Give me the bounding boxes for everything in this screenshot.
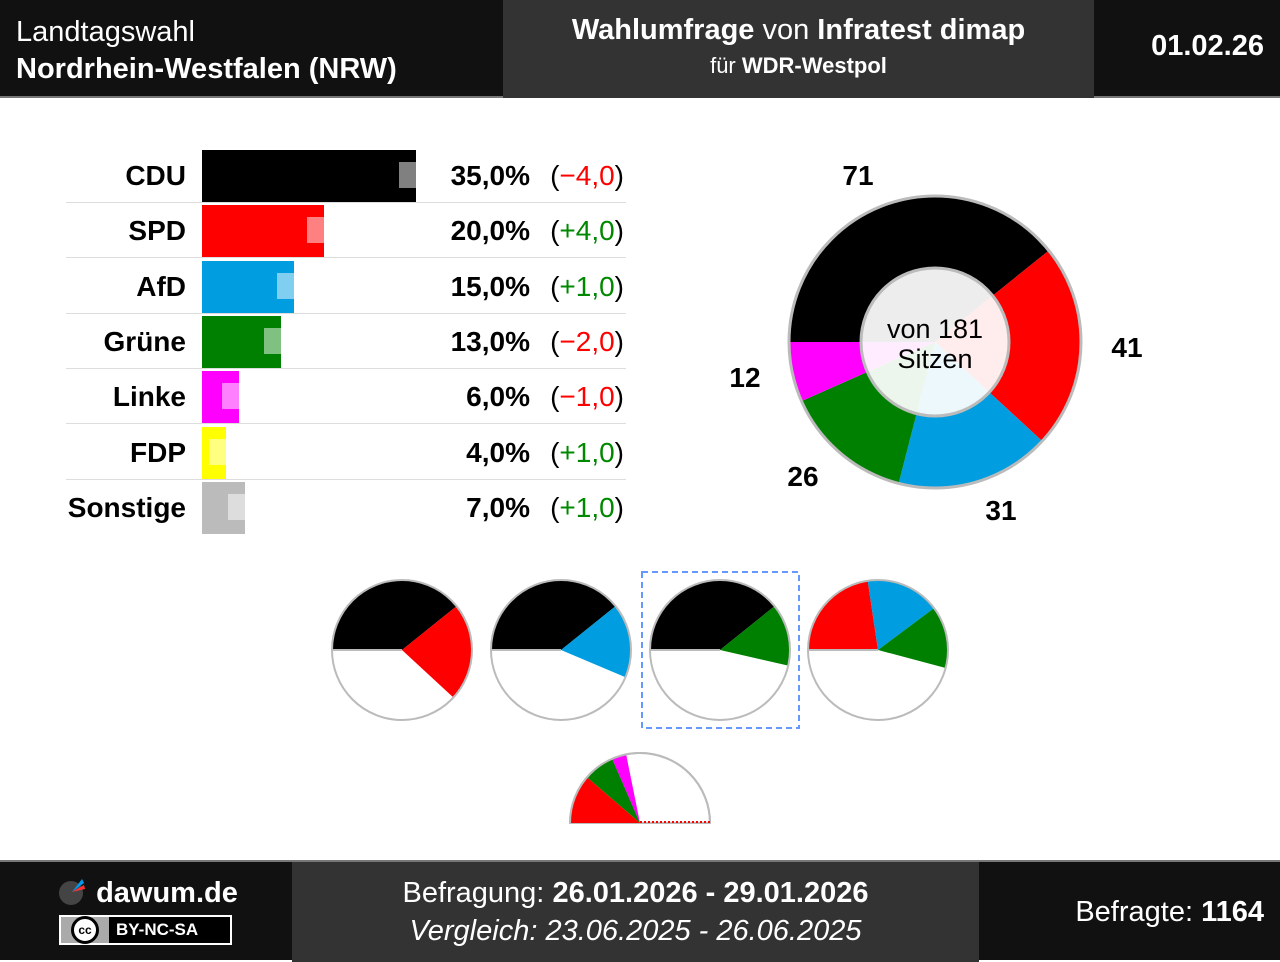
seat-label: 12 [729,362,760,393]
coalition-pie[interactable] [568,752,712,824]
previous-marker [221,383,256,410]
donut-outline [787,194,1083,490]
respondents: Befragte: 1164 [1075,896,1264,929]
license-text: BY-NC-SA [116,920,199,939]
seat-label: 71 [842,160,873,191]
change-label: (+1,0) [550,270,624,302]
previous-marker [264,327,299,354]
party-label: SPD [128,215,186,247]
coalition-pie[interactable] [650,580,790,720]
change-label: (−4,0) [550,160,624,191]
change-label: (+1,0) [550,436,624,468]
respondents-label: Befragte: [1075,896,1202,928]
seat-slice [789,196,1049,342]
pie-logo-icon [59,879,85,905]
compare-dates: Vergleich: 23.06.2025 - 26.06.2025 [409,915,862,947]
percent-label: 4,0% [466,436,530,468]
center-label: von 181 [887,314,983,344]
respondents-count: 1164 [1201,896,1264,928]
percent-label: 13,0% [450,325,530,357]
previous-marker [276,272,311,299]
coalition-slice [570,777,640,823]
coalition-slice [491,579,616,650]
client: WDR-Westpol [741,53,887,78]
poll-date: 01.02.26 [1151,30,1264,62]
bar-row: Linke 6,0% (−1,0) [66,369,626,425]
party-label: CDU [125,160,186,191]
survey-info: Befragung: 26.01.2026 - 29.01.2026 Vergl… [292,862,979,962]
party-label: Grüne [103,325,186,357]
change-label: (−1,0) [550,381,624,413]
seat-label: 41 [1111,332,1142,363]
party-label: Sonstige [67,491,186,523]
coalition-slice [878,608,949,669]
percent-label: 7,0% [466,491,530,523]
title-a: Wahlumfrage [571,14,755,46]
previous-marker [227,493,262,520]
coalition-slice [402,606,473,698]
bar-row: CDU 35,0% (−4,0) [66,148,626,203]
coalition-slice [720,606,791,666]
coalition-pie[interactable] [808,580,948,720]
poll-title: Wahlumfrage von Infratest dimap für WDR-… [503,0,1094,98]
election-title: Landtagswahl Nordrhein-Westfalen (NRW) [16,14,397,88]
coalition-slice [586,758,640,823]
cc-icon: cc [71,916,99,944]
coalition-slice [612,754,640,823]
election-type: Landtagswahl [16,16,195,48]
coalition-slice [867,580,935,650]
sub-a: für [710,53,742,78]
bar-row: AfD 15,0% (+1,0) [66,259,626,314]
coalition-outline [807,579,949,721]
region: Nordrhein-Westfalen (NRW) [16,53,397,85]
previous-marker [209,438,244,465]
survey-label: Befragung: [402,877,553,909]
bar-row: FDP 4,0% (+1,0) [66,425,626,480]
change-label: (+1,0) [550,491,624,523]
seat-slice [898,342,1043,488]
coalition-slice [332,580,457,650]
previous-marker [307,217,342,244]
party-label: Linke [112,381,186,413]
party-label: AfD [136,270,186,302]
coalition-outline [569,752,711,824]
percent-label: 15,0% [450,270,530,302]
bar [202,205,325,258]
donut-hole [859,266,1011,418]
bar-row: Sonstige 7,0% (+1,0) [66,480,626,535]
party-label: FDP [130,436,186,468]
seat-slice [789,342,935,402]
coalition-outline [490,579,632,721]
survey-dates: 26.01.2026 - 29.01.2026 [552,877,869,909]
center-label: Sitzen [897,344,972,374]
site-name: dawum.de [96,877,238,909]
seat-slice [801,342,935,484]
seat-label: 26 [787,461,818,492]
coalition-pie[interactable] [332,580,472,720]
previous-marker [398,162,433,188]
header: Landtagswahl Nordrhein-Westfalen (NRW) W… [0,0,1280,98]
institute: Infratest dimap [817,14,1026,46]
percent-label: 20,0% [450,215,530,247]
seat-label: 31 [985,495,1016,526]
selection-box [641,571,800,729]
coalition-pie[interactable] [491,580,631,720]
bar-row: Grüne 13,0% (−2,0) [66,314,626,369]
bar [202,150,416,202]
footer: dawum.de cc BY-NC-SA Befragung: 26.01.202… [0,860,1280,962]
percent-label: 35,0% [450,160,530,191]
coalition-outline [649,579,791,721]
change-label: (+4,0) [550,215,624,247]
license-badge[interactable]: cc BY-NC-SA [59,915,232,945]
coalition-slice [808,580,878,650]
title-b: von [754,14,818,46]
coalition-slice [650,579,775,650]
percent-label: 6,0% [466,381,530,413]
dawum-logo[interactable]: dawum.de [58,876,238,910]
coalition-outline [331,579,473,721]
bar-row: SPD 20,0% (+4,0) [66,203,626,259]
change-label: (−2,0) [550,325,624,357]
coalition-slice [561,606,631,678]
seat-slice [935,250,1081,442]
